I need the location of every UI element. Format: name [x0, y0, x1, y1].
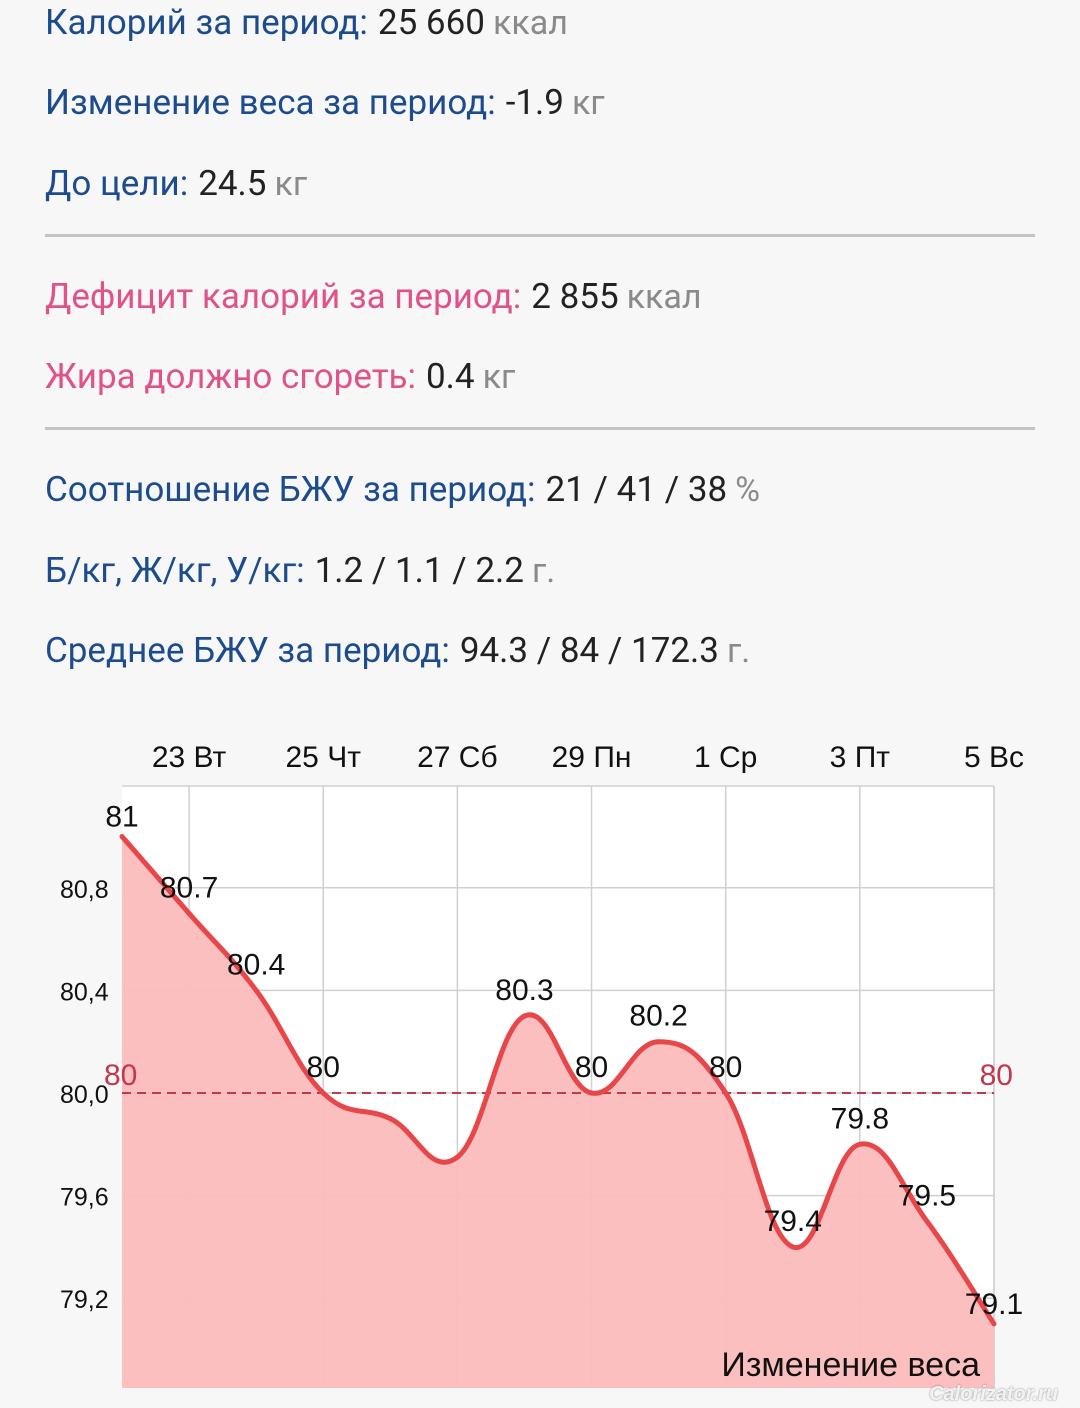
- goal-label-left: 80: [104, 1059, 137, 1092]
- weight-point: [387, 1116, 393, 1122]
- x-tick-label: 1 Ср: [694, 741, 757, 774]
- calories-stat: Калорий за период: 25 660 ккал: [45, 5, 568, 40]
- calories-unit: ккал: [492, 3, 568, 43]
- bju-avg-label: Среднее БЖУ за период:: [45, 630, 450, 671]
- data-label: 79.1: [965, 1288, 1023, 1321]
- data-label: 79.4: [764, 1205, 822, 1238]
- weight-point: [790, 1244, 796, 1250]
- goal-label-right: 80: [980, 1059, 1013, 1092]
- fat-burn-stat: Жира должно сгореть: 0.4 кг: [45, 359, 515, 394]
- weight-point: [857, 1141, 863, 1147]
- data-label: 80.2: [629, 1000, 687, 1033]
- deficit-value: 2 855: [531, 276, 619, 317]
- weight-area-fill: [122, 836, 994, 1388]
- y-tick-label: 79,6: [60, 1184, 109, 1212]
- bju-ratio-stat: Соотношение БЖУ за период: 21 / 41 / 38%: [45, 472, 760, 507]
- bju-per-kg-unit: г.: [531, 551, 556, 591]
- y-tick-label: 80,4: [60, 978, 109, 1006]
- data-label: 80: [575, 1051, 608, 1084]
- bju-per-kg-label: Б/кг, Ж/кг, У/кг:: [45, 550, 305, 591]
- bju-avg-value: 94.3 / 84 / 172.3: [459, 630, 719, 671]
- y-tick-label: 79,2: [60, 1286, 109, 1314]
- weight-point: [119, 834, 125, 839]
- watermark-logo: Calorizator.ru: [929, 1383, 1058, 1405]
- weight-point: [991, 1321, 997, 1327]
- divider-2: [45, 427, 1035, 430]
- weight-chart[interactable]: 80 80 81 80.7 80.4 80 80.3 80 80.2 80 79.4 79.8 79.5…: [0, 720, 1080, 1408]
- weight-point: [589, 1090, 595, 1096]
- weight-point: [924, 1218, 930, 1224]
- bju-avg-unit: г.: [726, 631, 751, 671]
- data-label: 81: [105, 801, 138, 834]
- divider-1: [45, 234, 1035, 237]
- deficit-unit: ккал: [626, 277, 702, 317]
- x-tick-label: 23 Вт: [152, 741, 227, 774]
- x-tick-label: 5 Вс: [964, 741, 1024, 774]
- calories-value: 25 660: [377, 2, 485, 43]
- weight-change-unit: кг: [571, 83, 605, 123]
- bju-per-kg-value: 1.2 / 1.1 / 2.2: [314, 550, 524, 591]
- calories-label: Калорий за период:: [45, 2, 368, 43]
- weight-point: [253, 987, 259, 993]
- weight-point: [320, 1090, 326, 1096]
- weight-change-value: -1.9: [505, 82, 564, 123]
- data-label: 80.7: [160, 871, 218, 904]
- fat-burn-label: Жира должно сгореть:: [45, 356, 417, 397]
- data-label: 79.8: [831, 1102, 889, 1135]
- data-label: 79.5: [898, 1179, 956, 1212]
- y-tick-label: 80,8: [60, 876, 109, 904]
- fat-burn-value: 0.4: [426, 356, 475, 397]
- weight-point: [521, 1013, 527, 1019]
- data-label: 80.3: [495, 974, 553, 1007]
- data-label: 80: [709, 1051, 742, 1084]
- weight-line: [120, 834, 997, 1326]
- y-tick-label: 80,0: [60, 1081, 109, 1109]
- deficit-label: Дефицит калорий за период:: [45, 276, 522, 317]
- to-goal-unit: кг: [274, 164, 308, 204]
- weight-point: [723, 1090, 729, 1096]
- fat-burn-unit: кг: [482, 357, 516, 397]
- deficit-stat: Дефицит калорий за период: 2 855 ккал: [45, 279, 702, 314]
- weight-change-stat: Изменение веса за период: -1.9 кг: [45, 85, 605, 120]
- weight-point: [186, 910, 192, 916]
- chart-title: Изменение веса: [721, 1346, 980, 1384]
- bju-ratio-unit: %: [735, 470, 761, 510]
- to-goal-label: До цели:: [45, 163, 189, 204]
- data-label: 80: [307, 1051, 340, 1084]
- weight-point: [454, 1154, 460, 1160]
- data-label: 80.4: [227, 948, 285, 981]
- to-goal-stat: До цели: 24.5 кг: [45, 166, 307, 201]
- bju-avg-stat: Среднее БЖУ за период: 94.3 / 84 / 172.3 г…: [45, 633, 750, 668]
- x-tick-label: 25 Чт: [286, 741, 362, 774]
- bju-ratio-value: 21 / 41 / 38: [545, 469, 728, 510]
- x-tick-label: 27 Сб: [417, 741, 498, 774]
- weight-point: [656, 1039, 662, 1045]
- x-tick-label: 29 Пн: [552, 741, 632, 774]
- x-tick-label: 3 Пт: [830, 741, 891, 774]
- bju-per-kg-stat: Б/кг, Ж/кг, У/кг: 1.2 / 1.1 / 2.2 г.: [45, 553, 555, 588]
- bju-ratio-label: Соотношение БЖУ за период:: [45, 469, 536, 510]
- to-goal-value: 24.5: [198, 163, 267, 204]
- weight-change-label: Изменение веса за период:: [45, 82, 496, 123]
